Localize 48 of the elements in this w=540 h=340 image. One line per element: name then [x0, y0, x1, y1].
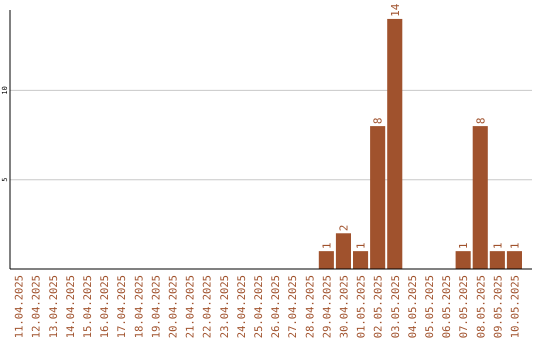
x-tick-label: 19.04.2025: [150, 275, 162, 338]
x-tick-label: 04.05.2025: [406, 275, 419, 338]
x-tick-label: 20.04.2025: [167, 275, 180, 338]
x-tick-label: 23.04.2025: [218, 275, 231, 338]
x-tick-label: 26.04.2025: [270, 275, 282, 338]
x-tick-label: 12.04.2025: [30, 275, 43, 338]
data-label: 8: [372, 117, 385, 124]
x-tick-label: 09.05.2025: [492, 275, 504, 338]
x-tick-label: 07.05.2025: [458, 275, 470, 338]
x-tick-label: 10.05.2025: [509, 275, 522, 338]
data-label: 1: [354, 242, 368, 250]
bar: [506, 251, 522, 269]
x-tick-label: 24.04.2025: [236, 275, 248, 338]
data-label: 1: [320, 242, 334, 250]
data-label: 1: [491, 242, 504, 250]
bar: [472, 126, 488, 269]
x-tick-label: 25.04.2025: [252, 275, 265, 338]
x-tick-label: 03.05.2025: [390, 275, 402, 338]
x-tick-label: 30.04.2025: [338, 275, 350, 338]
bar: [353, 251, 368, 269]
bar: [387, 18, 402, 269]
bar: [456, 251, 471, 269]
bar: [336, 233, 351, 269]
x-tick-label: 21.04.2025: [184, 275, 197, 338]
x-tick-label: 22.04.2025: [202, 275, 214, 338]
x-tick-label: 17.04.2025: [116, 275, 128, 338]
x-tick-label: 05.05.2025: [424, 275, 436, 338]
bar: [370, 126, 386, 269]
data-label: 1: [457, 242, 470, 250]
x-tick-label: 08.05.2025: [475, 275, 488, 338]
x-tick-label: 18.04.2025: [133, 275, 146, 338]
data-label: 8: [474, 117, 488, 124]
x-tick-label: 13.04.2025: [48, 275, 60, 338]
x-tick-label: 06.05.2025: [441, 275, 454, 338]
data-label: 14: [388, 3, 402, 17]
data-label: 1: [508, 242, 522, 250]
x-tick-label: 28.04.2025: [304, 275, 316, 338]
bar: [318, 251, 334, 269]
x-tick-label: 11.04.2025: [14, 275, 26, 338]
x-tick-label: 27.04.2025: [287, 275, 300, 338]
x-tick-label: 15.04.2025: [82, 275, 94, 338]
x-tick-label: 01.05.2025: [356, 275, 368, 338]
x-tick-label: 14.04.2025: [64, 275, 77, 338]
x-tick-label: 02.05.2025: [372, 275, 385, 338]
x-tick-label: 16.04.2025: [99, 275, 112, 338]
bar: [490, 251, 505, 269]
data-label: 2: [337, 224, 350, 232]
x-tick-label: 29.04.2025: [321, 275, 334, 338]
